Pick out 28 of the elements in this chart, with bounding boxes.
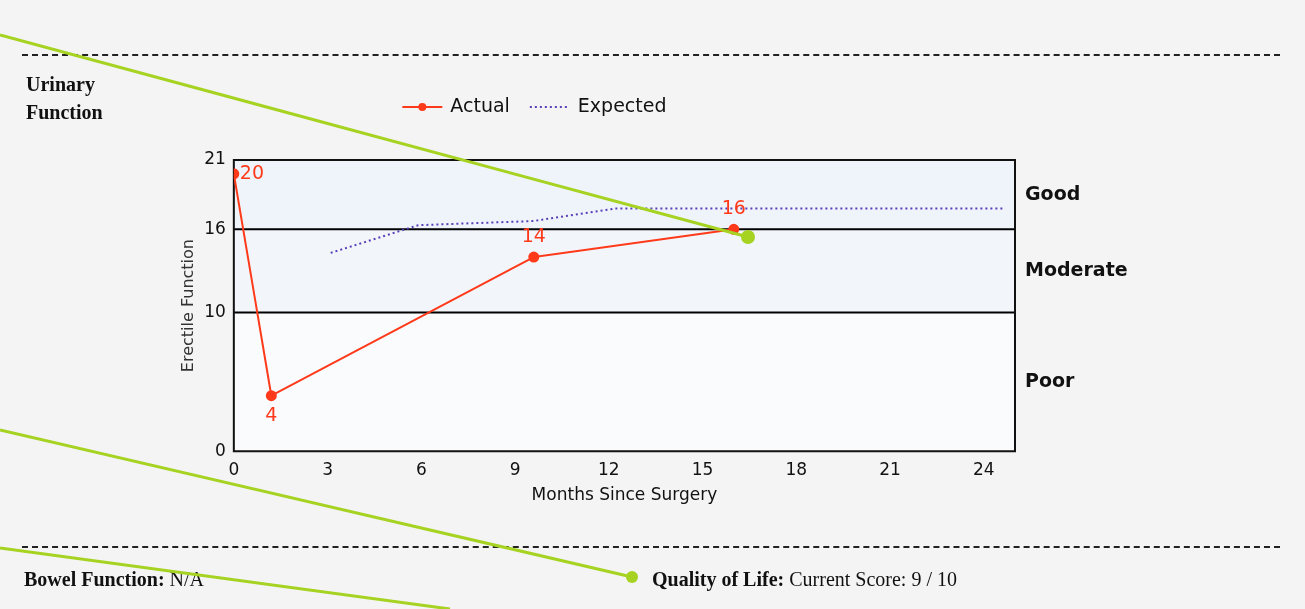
x-tick-label: 9 (509, 458, 521, 479)
text: Bowel Function: (24, 568, 165, 590)
x-tick-label: 24 (972, 458, 995, 479)
x-tick-label: 15 (691, 458, 714, 479)
x-tick-label: 0 (228, 458, 240, 479)
legend-label: Expected (577, 93, 667, 116)
x-tick-label: 6 (415, 458, 427, 479)
data-label: 14 (521, 224, 546, 246)
band-label: Good (1025, 181, 1081, 204)
data-label: 16 (721, 196, 746, 219)
y-tick-label: 0 (215, 439, 226, 460)
band-label: Moderate (1025, 257, 1128, 280)
text: Current Score: 9 / 10 (789, 568, 957, 590)
y-tick-label: 21 (204, 148, 226, 169)
y-axis-title: Erectile Function (177, 239, 197, 373)
x-tick-label: 21 (879, 458, 901, 479)
text: Quality of Life: (652, 568, 785, 590)
x-tick-label: 12 (597, 458, 620, 479)
x-tick-label: 3 (322, 458, 333, 479)
text: Urinary Function (26, 72, 104, 125)
data-label: 20 (239, 160, 265, 183)
legend-label: Actual (450, 93, 510, 116)
x-tick-label: 18 (785, 458, 808, 479)
y-tick-label: 10 (204, 300, 226, 321)
band-label: Poor (1025, 368, 1076, 391)
data-label: 4 (265, 402, 278, 425)
y-tick-label: 16 (204, 217, 226, 238)
x-axis-title: Months Since Surgery (531, 484, 718, 505)
